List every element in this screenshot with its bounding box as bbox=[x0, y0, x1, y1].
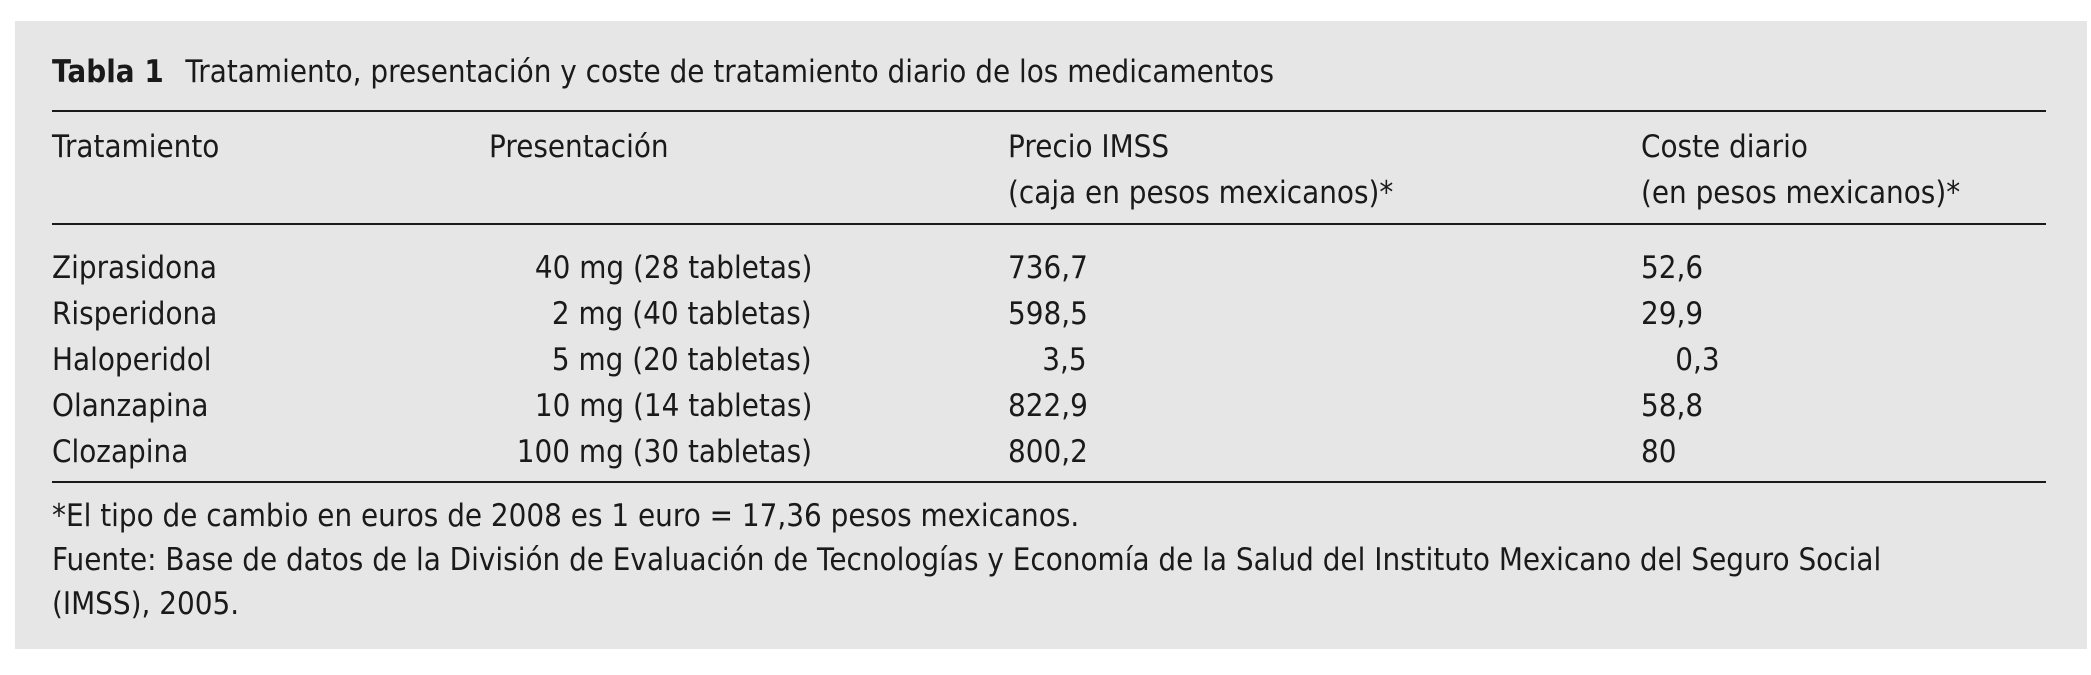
header-precio-line2: (caja en pesos mexicanos)* bbox=[1008, 175, 1394, 211]
cell-presentacion: 10 mg (14 tabletas) bbox=[534, 388, 812, 424]
table-title: Tratamiento, presentación y coste de tra… bbox=[185, 54, 1275, 90]
cell-coste: 52,6 bbox=[1641, 250, 1704, 286]
header-rule bbox=[52, 223, 2046, 225]
header-coste-line1: Coste diario bbox=[1641, 129, 1808, 165]
cell-tratamiento: Haloperidol bbox=[52, 342, 212, 378]
table-label: Tabla 1 bbox=[52, 54, 164, 90]
cell-precio: 822,9 bbox=[1008, 388, 1088, 424]
cell-tratamiento: Risperidona bbox=[52, 296, 218, 332]
footnote-source-line1: Fuente: Base de datos de la División de … bbox=[52, 542, 1882, 578]
cell-tratamiento: Ziprasidona bbox=[52, 250, 217, 286]
table-caption: Tabla 1 Tratamiento, presentación y coste… bbox=[52, 50, 1274, 94]
header-precio-line1: Precio IMSS bbox=[1008, 129, 1170, 165]
cell-precio: 736,7 bbox=[1008, 250, 1088, 286]
cell-presentacion: 5 mg (20 tabletas) bbox=[552, 342, 812, 378]
cell-presentacion: 40 mg (28 tabletas) bbox=[534, 250, 812, 286]
top-rule bbox=[52, 110, 2046, 112]
cell-coste: 58,8 bbox=[1641, 388, 1704, 424]
bottom-rule bbox=[52, 481, 2046, 483]
header-presentacion: Presentación bbox=[489, 129, 669, 165]
cell-tratamiento: Clozapina bbox=[52, 434, 189, 470]
cell-precio: 800,2 bbox=[1008, 434, 1088, 470]
footnote-source-line2: (IMSS), 2005. bbox=[52, 586, 240, 622]
cell-precio: 3,5 bbox=[1042, 342, 1087, 378]
footnote-exchange: *El tipo de cambio en euros de 2008 es 1… bbox=[52, 498, 1080, 534]
cell-coste: 0,3 bbox=[1675, 342, 1720, 378]
cell-tratamiento: Olanzapina bbox=[52, 388, 209, 424]
header-tratamiento: Tratamiento bbox=[52, 129, 220, 165]
cell-presentacion: 2 mg (40 tabletas) bbox=[552, 296, 812, 332]
cell-precio: 598,5 bbox=[1008, 296, 1088, 332]
cell-presentacion: 100 mg (30 tabletas) bbox=[516, 434, 812, 470]
table-panel bbox=[15, 21, 2087, 649]
cell-coste: 29,9 bbox=[1641, 296, 1704, 332]
cell-coste: 80 bbox=[1641, 434, 1677, 470]
header-coste-line2: (en pesos mexicanos)* bbox=[1641, 175, 1961, 211]
